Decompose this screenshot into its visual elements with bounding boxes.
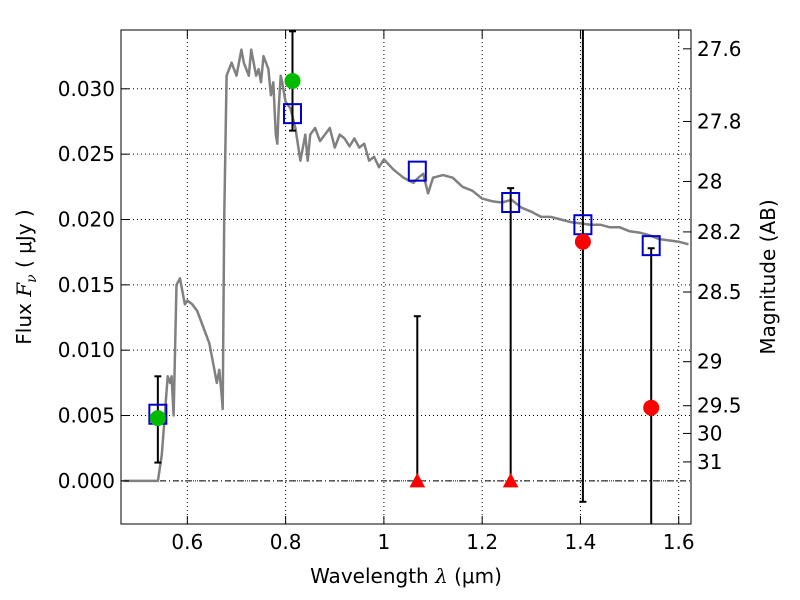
y2-axis-label: Magnitude (AB) xyxy=(756,199,780,354)
template-flux-square xyxy=(641,235,661,257)
x-tick-label: 1.4 xyxy=(565,530,597,554)
y2-tick-label: 28 xyxy=(697,169,722,193)
y2-tick-label: 27.8 xyxy=(697,109,742,133)
y2-tick-label: 29 xyxy=(697,350,722,374)
plot-frame xyxy=(120,29,692,525)
tick-label-layer: 0.6 0.8 1 1.2 1.4 1.6 0.000 0.005 0.010 0.015 0.02… xyxy=(58,37,742,554)
low-snr-flux-point xyxy=(574,233,591,250)
detected-flux-point xyxy=(149,410,166,427)
y-tick-label: 0.005 xyxy=(58,404,115,428)
template-flux-square xyxy=(282,103,302,125)
y-tick-label: 0.025 xyxy=(58,142,115,166)
y-tick-label: 0.030 xyxy=(58,77,115,101)
y-tick-label: 0.020 xyxy=(58,207,115,231)
y-tick-label: 0.010 xyxy=(58,338,115,362)
y-tick-label: 0.015 xyxy=(58,273,115,297)
x-tick-label: 0.6 xyxy=(171,530,203,554)
upper-limit-triangle xyxy=(502,472,519,488)
y2-tick-label: 28.5 xyxy=(697,280,742,304)
x-tick-label: 1 xyxy=(378,530,391,554)
x-tick-label: 1.6 xyxy=(663,530,695,554)
y2-tick-label: 31 xyxy=(697,450,722,474)
template-flux-square xyxy=(407,160,427,182)
x-tick-label: 0.8 xyxy=(270,530,302,554)
x-axis-label: Wavelength λ (μm) xyxy=(310,564,502,588)
x-tick-label: 1.2 xyxy=(466,530,498,554)
marker-layer xyxy=(148,72,661,488)
y-tick-label: 0.000 xyxy=(58,469,115,493)
low-snr-flux-point xyxy=(643,399,660,416)
errorbar-layer xyxy=(154,30,655,524)
upper-limit-triangle xyxy=(409,472,426,488)
grid xyxy=(121,30,691,524)
y2-tick-label: 30 xyxy=(697,421,722,445)
tick-layer xyxy=(121,30,691,524)
template-flux-square xyxy=(501,192,521,214)
detected-flux-point xyxy=(284,72,301,89)
y2-tick-label: 27.6 xyxy=(697,37,742,61)
y2-tick-label: 29.5 xyxy=(697,394,742,418)
y-axis-label: Flux Fν ( μJy ) xyxy=(12,209,40,344)
y2-tick-label: 28.2 xyxy=(697,220,742,244)
